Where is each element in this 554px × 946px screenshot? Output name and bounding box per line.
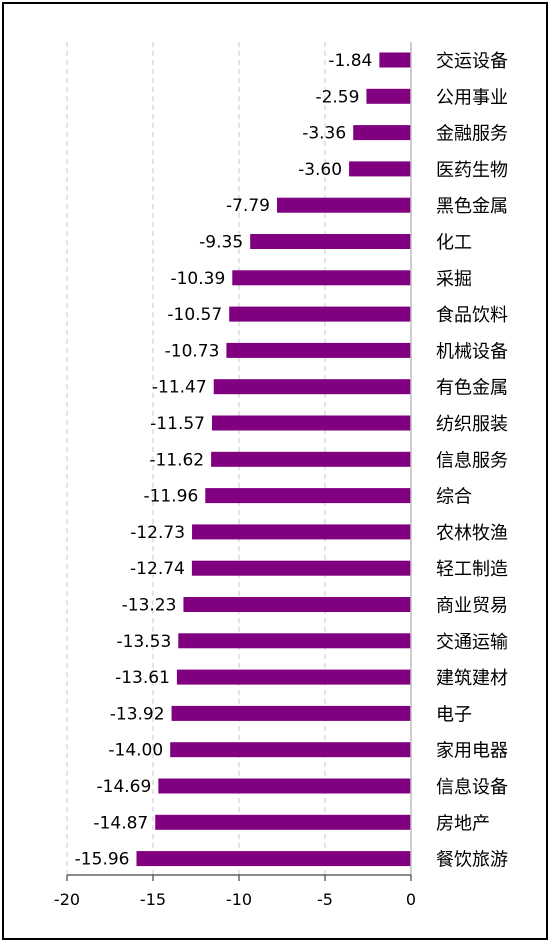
category-label: 金融服务 bbox=[436, 124, 508, 145]
bar bbox=[136, 851, 411, 867]
bar bbox=[277, 197, 411, 213]
bar bbox=[353, 125, 411, 141]
bar bbox=[178, 633, 411, 649]
data-label: -12.74 bbox=[130, 559, 185, 579]
bar bbox=[250, 234, 411, 249]
data-label: -13.23 bbox=[122, 596, 177, 616]
x-tick-label: 0 bbox=[406, 890, 416, 909]
category-label: 纺织服装 bbox=[436, 414, 508, 435]
bar bbox=[176, 669, 411, 685]
bar bbox=[192, 524, 411, 540]
category-label: 有色金属 bbox=[436, 378, 508, 399]
category-label: 房地产 bbox=[436, 813, 490, 834]
data-label: -13.92 bbox=[110, 704, 165, 724]
data-label: -11.96 bbox=[143, 487, 198, 507]
data-label: -11.57 bbox=[150, 414, 205, 434]
data-label: -14.87 bbox=[93, 813, 148, 833]
bar bbox=[232, 270, 411, 286]
category-label: 机械设备 bbox=[436, 341, 508, 362]
bar bbox=[366, 88, 411, 104]
x-tick-label: -15 bbox=[140, 890, 166, 909]
data-label: -13.53 bbox=[116, 632, 171, 652]
category-label: 电子 bbox=[436, 704, 472, 725]
data-label: -9.35 bbox=[199, 233, 243, 253]
bar bbox=[211, 415, 411, 431]
x-tick-label: -20 bbox=[54, 890, 80, 909]
x-tick-label: -10 bbox=[226, 890, 252, 909]
data-label: -10.73 bbox=[165, 341, 220, 361]
bar bbox=[213, 379, 411, 395]
category-label: 轻工制造 bbox=[436, 559, 508, 580]
category-label: 公用事业 bbox=[436, 87, 508, 108]
bar bbox=[229, 306, 411, 322]
data-label: -3.36 bbox=[302, 124, 346, 144]
category-label: 信息设备 bbox=[436, 777, 508, 798]
category-label: 化工 bbox=[436, 233, 472, 254]
bar bbox=[379, 52, 411, 68]
data-label: -11.47 bbox=[152, 378, 207, 398]
category-label: 食品饮料 bbox=[436, 305, 508, 326]
category-label: 综合 bbox=[436, 487, 472, 508]
bar bbox=[211, 451, 411, 467]
category-label: 餐饮旅游 bbox=[436, 850, 508, 871]
data-label: -12.73 bbox=[130, 523, 185, 543]
data-label: -2.59 bbox=[315, 87, 359, 107]
category-label: 家用电器 bbox=[436, 741, 508, 762]
bar bbox=[155, 814, 411, 830]
category-label: 信息服务 bbox=[436, 450, 508, 471]
bar bbox=[349, 161, 411, 177]
data-label: -10.39 bbox=[170, 269, 225, 289]
data-label: -14.00 bbox=[108, 741, 163, 761]
data-label: -10.57 bbox=[167, 305, 222, 325]
bar bbox=[158, 778, 411, 794]
category-label: 建筑建材 bbox=[436, 668, 508, 689]
category-label: 采掘 bbox=[436, 269, 472, 290]
category-label: 商业贸易 bbox=[436, 596, 508, 617]
x-tick-label: -5 bbox=[317, 890, 333, 909]
category-label: 医药生物 bbox=[436, 160, 508, 181]
category-label: 交通运输 bbox=[436, 632, 508, 653]
data-label: -14.69 bbox=[97, 777, 152, 797]
category-label: 农林牧渔 bbox=[436, 523, 508, 544]
category-label: 黑色金属 bbox=[436, 196, 508, 217]
bar bbox=[183, 597, 411, 612]
bar bbox=[205, 488, 411, 504]
category-label: 交运设备 bbox=[436, 51, 508, 72]
data-label: -3.60 bbox=[298, 160, 342, 180]
bar bbox=[170, 742, 411, 758]
data-label: -1.84 bbox=[328, 51, 372, 71]
data-label: -7.79 bbox=[226, 196, 270, 216]
data-label: -13.61 bbox=[115, 668, 170, 688]
bar bbox=[171, 705, 411, 721]
data-label: -15.96 bbox=[75, 850, 130, 870]
bar bbox=[226, 342, 411, 358]
data-label: -11.62 bbox=[149, 450, 204, 470]
bar bbox=[191, 560, 411, 576]
